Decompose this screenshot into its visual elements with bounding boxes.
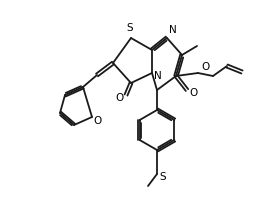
Text: O: O <box>94 116 102 126</box>
Text: O: O <box>201 62 209 72</box>
Text: S: S <box>160 172 166 182</box>
Text: N: N <box>154 71 162 81</box>
Text: O: O <box>189 88 197 98</box>
Text: S: S <box>127 23 133 33</box>
Text: O: O <box>116 93 124 103</box>
Text: N: N <box>169 25 177 35</box>
